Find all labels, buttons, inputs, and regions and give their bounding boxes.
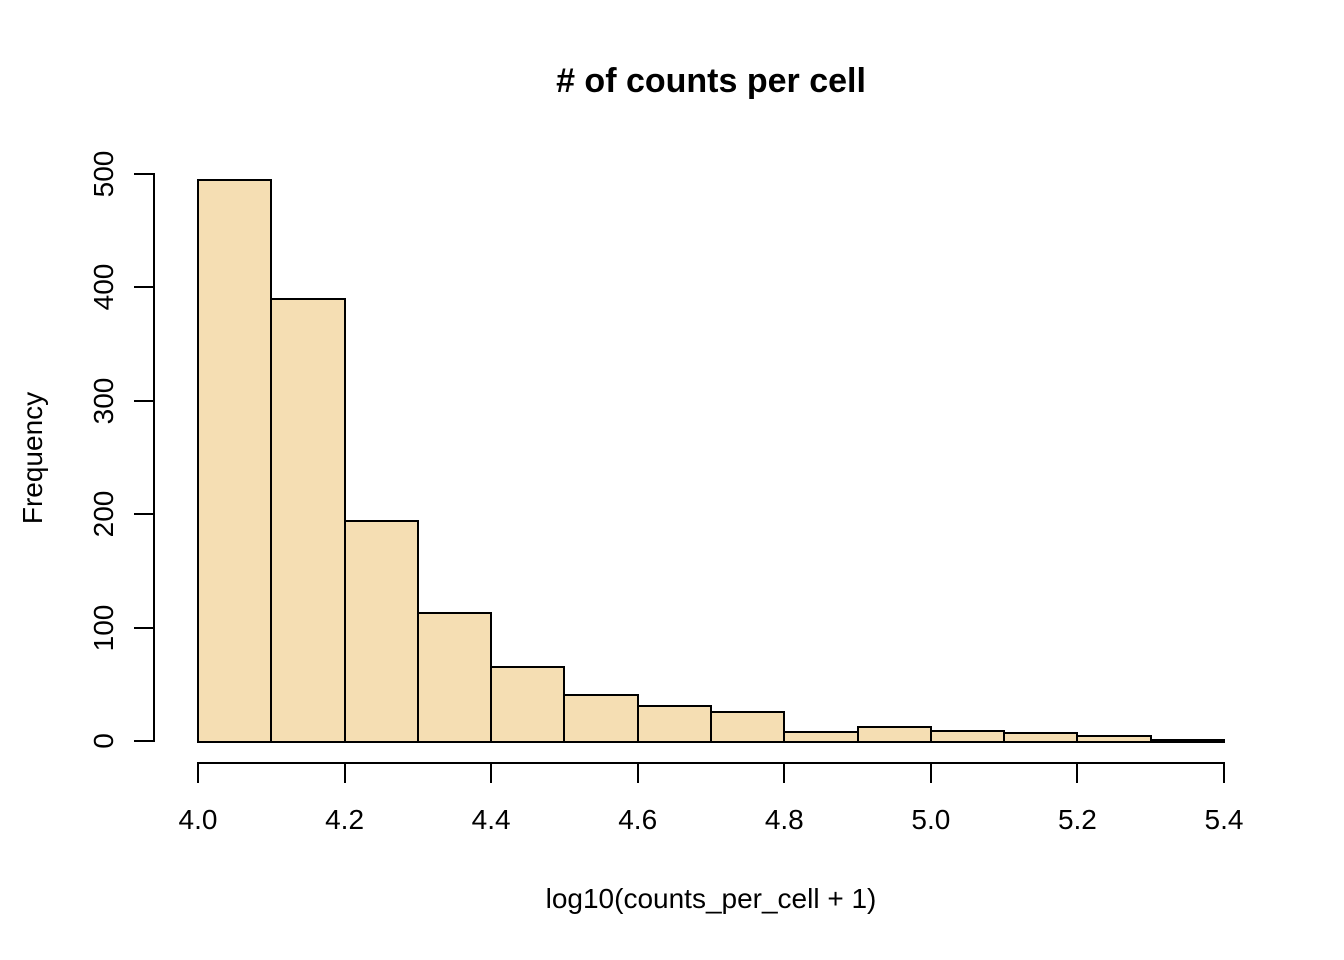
x-tick-label: 4.0 [178, 804, 218, 835]
y-tick-label: 0 [88, 733, 119, 749]
y-tick-label: 400 [88, 263, 119, 311]
histogram-bar [563, 694, 639, 743]
y-tick-mark [134, 626, 153, 629]
x-tick-mark [636, 764, 639, 783]
y-tick-mark [134, 740, 153, 742]
x-tick-label: 5.0 [911, 804, 951, 835]
histogram-bar [929, 729, 1006, 743]
histogram-bar [636, 704, 712, 743]
x-tick-label: 4.8 [764, 804, 804, 835]
x-tick-label: 5.2 [1057, 804, 1097, 835]
x-tick-mark [490, 764, 493, 783]
x-tick-label: 4.4 [471, 804, 511, 835]
y-axis-label: Frequency [17, 391, 48, 525]
y-tick-label: 300 [88, 377, 119, 424]
y-tick-mark [134, 399, 153, 402]
x-tick-label: 4.2 [325, 804, 365, 835]
x-axis-label: log10(counts_per_cell + 1) [545, 883, 877, 914]
x-tick-mark [343, 764, 346, 783]
y-tick-label: 100 [88, 604, 119, 651]
y-tick-mark [134, 172, 153, 175]
histogram-bar [270, 298, 346, 743]
x-tick-mark [197, 764, 199, 783]
histogram-bar [856, 726, 932, 743]
y-axis-line [153, 172, 155, 742]
histogram-bar [416, 611, 493, 743]
chart-title: # of counts per cell [556, 62, 866, 100]
histogram-bar [197, 179, 273, 743]
y-tick-label: 200 [88, 490, 119, 538]
x-tick-mark [929, 764, 932, 783]
histogram-bar [490, 666, 566, 743]
x-tick-mark [1076, 764, 1079, 783]
x-tick-label: 5.4 [1204, 804, 1244, 835]
y-tick-mark [134, 513, 153, 515]
histogram-bar [343, 519, 419, 743]
x-tick-mark [1223, 764, 1225, 783]
histogram-bar [710, 711, 786, 743]
y-tick-mark [134, 286, 153, 288]
x-tick-mark [783, 764, 786, 783]
histogram-bar [1149, 738, 1225, 743]
x-tick-label: 4.6 [618, 804, 658, 835]
histogram-bar [1003, 731, 1079, 743]
x-axis-line [197, 762, 1225, 764]
histogram-bar [1076, 735, 1152, 743]
histogram-bar [783, 730, 859, 743]
y-tick-label: 500 [88, 150, 119, 197]
